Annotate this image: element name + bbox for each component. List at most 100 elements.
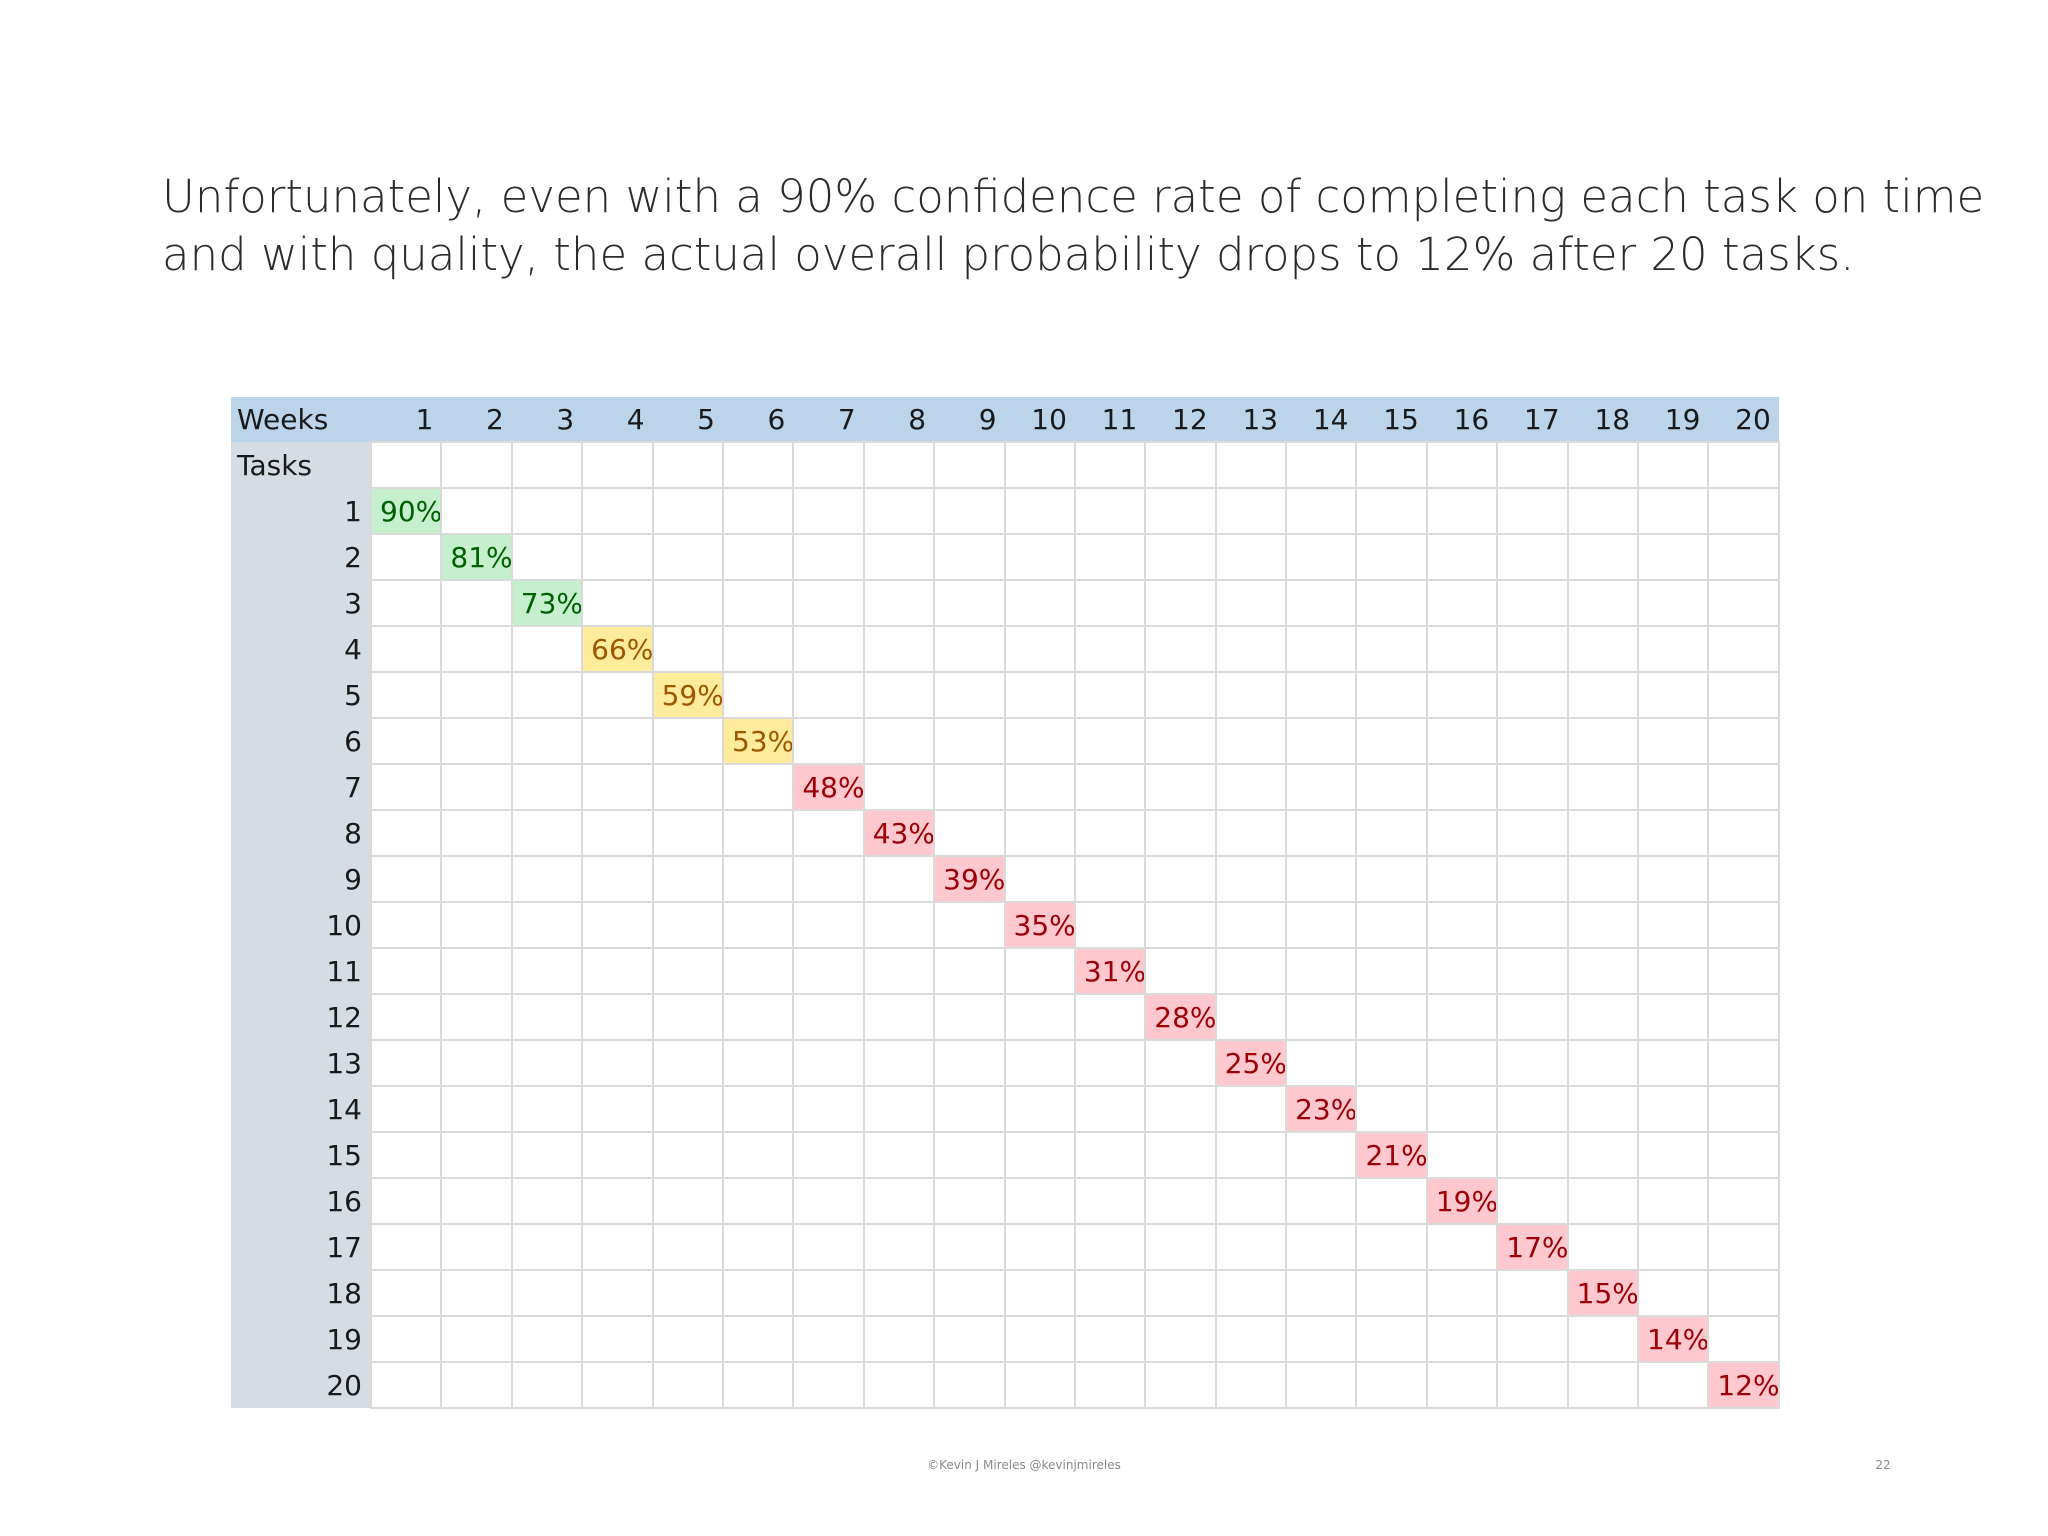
grid-cell: [440, 487, 513, 535]
probability-cell: 12%: [1707, 1361, 1780, 1409]
grid-cell: [1355, 579, 1428, 627]
grid-cell: [581, 1361, 654, 1409]
grid-cell: [1707, 1269, 1780, 1317]
grid-cell: [1214, 1085, 1288, 1133]
grid-cell: [369, 1269, 443, 1317]
grid-cell: [721, 487, 795, 535]
grid-cell: [581, 1269, 654, 1317]
grid-cell: [933, 441, 1006, 489]
grid-cell: [862, 1269, 936, 1317]
grid-cell: [1637, 901, 1710, 949]
grid-cell: [792, 1315, 865, 1363]
grid-cell: [862, 717, 936, 765]
grid-cell: [933, 1131, 1006, 1179]
grid-cell: [862, 487, 936, 535]
grid-cell: [369, 1039, 443, 1087]
grid-cell: [1003, 487, 1076, 535]
grid-cell: [440, 1269, 513, 1317]
grid-cell: [1073, 1315, 1147, 1363]
grid-cell: [933, 533, 1006, 581]
grid-cell: [1425, 1131, 1499, 1179]
grid-cell: [862, 1223, 936, 1271]
task-row: 20 12%: [231, 1361, 1780, 1409]
grid-cell: [440, 717, 513, 765]
grid-cell: [862, 1315, 936, 1363]
grid-cell: [862, 855, 936, 903]
grid-cell: [1285, 1361, 1358, 1409]
grid-cell: [1566, 671, 1640, 719]
grid-cell: [1285, 855, 1358, 903]
grid-cell: [862, 1131, 936, 1179]
grid-cell: [1496, 625, 1569, 673]
probability-cell: 28%: [1144, 993, 1217, 1041]
grid-cell: [721, 1269, 795, 1317]
task-row: 2 81%: [231, 533, 1780, 581]
grid-cell: [1566, 1361, 1640, 1409]
grid-cell: [369, 1085, 443, 1133]
page-number: 22: [1875, 1458, 1891, 1472]
grid-cell: [1566, 947, 1640, 995]
grid-cell: [933, 763, 1006, 811]
slide-headline: Unfortunately, even with a 90% confidenc…: [162, 168, 1984, 284]
grid-cell: [581, 809, 654, 857]
grid-cell: [1285, 947, 1358, 995]
grid-cell: [1003, 579, 1076, 627]
grid-cell: [440, 763, 513, 811]
grid-cell: [651, 1361, 724, 1409]
task-number: 10: [231, 902, 371, 948]
task-number: 9: [231, 856, 371, 902]
grid-cell: [440, 855, 513, 903]
grid-cell: [792, 1039, 865, 1087]
grid-cell: [1566, 809, 1640, 857]
probability-grid: Weeks 1 2 3 4 5 6 7 8 9 10 11 12 13 14 15 16 17 18 19 20 Ta…: [231, 397, 1780, 1409]
grid-cell: [1355, 809, 1428, 857]
grid-cell: [1073, 487, 1147, 535]
grid-cell: [1144, 1131, 1217, 1179]
grid-cell: [1144, 717, 1217, 765]
grid-cell: [581, 947, 654, 995]
grid-cell: [440, 671, 513, 719]
probability-cell: 90%: [369, 487, 443, 535]
grid-cell: [933, 947, 1006, 995]
grid-cell: [1285, 717, 1358, 765]
grid-cell: [1144, 1223, 1217, 1271]
grid-cell: [1496, 487, 1569, 535]
grid-cell: [1566, 1039, 1640, 1087]
grid-cell: [862, 579, 936, 627]
grid-cell: [1707, 993, 1780, 1041]
grid-cell: [721, 1039, 795, 1087]
grid-cell: [510, 625, 584, 673]
grid-cell: [933, 487, 1006, 535]
grid-cell: [1425, 947, 1499, 995]
grid-cell: [1637, 533, 1710, 581]
grid-cell: [1073, 533, 1147, 581]
grid-cell: [1144, 1315, 1217, 1363]
grid-cell: [440, 1223, 513, 1271]
grid-cell: [1073, 625, 1147, 673]
grid-cell: [1214, 1361, 1288, 1409]
grid-cell: [1003, 533, 1076, 581]
task-row: 6 53%: [231, 717, 1780, 765]
probability-cell: 59%: [651, 671, 724, 719]
grid-cell: [792, 901, 865, 949]
grid-cell: [1566, 1085, 1640, 1133]
grid-cell: [651, 947, 724, 995]
probability-cell: 19%: [1425, 1177, 1499, 1225]
task-row: 8 43%: [231, 809, 1780, 857]
grid-cell: [440, 1361, 513, 1409]
grid-cell: [1496, 1177, 1569, 1225]
grid-cell: [1144, 671, 1217, 719]
grid-cell: [862, 1085, 936, 1133]
grid-cell: [581, 763, 654, 811]
grid-cell: [1637, 1085, 1710, 1133]
task-row: 1 90%: [231, 487, 1780, 535]
grid-cell: [1496, 1085, 1569, 1133]
grid-cell: [1707, 487, 1780, 535]
grid-cell: [792, 1131, 865, 1179]
grid-cell: [1707, 579, 1780, 627]
grid-cell: [933, 1361, 1006, 1409]
task-number: 19: [231, 1316, 371, 1362]
grid-cell: [1144, 1039, 1217, 1087]
grid-cell: [1355, 441, 1428, 489]
grid-cell: [1144, 1361, 1217, 1409]
